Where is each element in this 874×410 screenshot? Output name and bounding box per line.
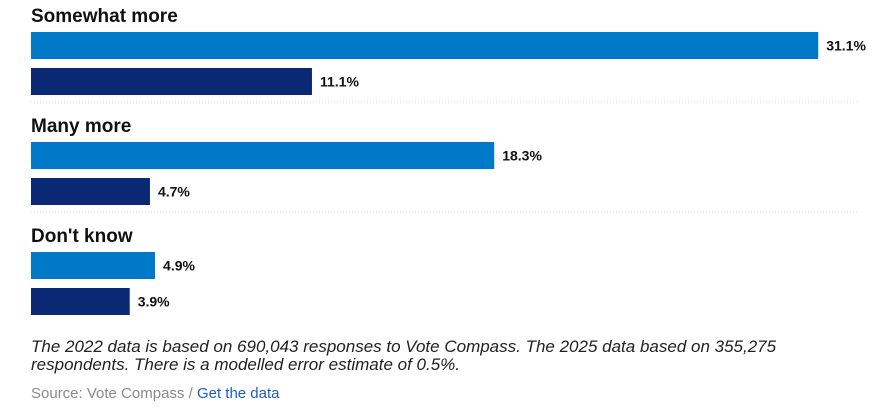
data-label: 3.9% <box>138 294 170 310</box>
bar <box>31 68 312 95</box>
bar-chart: Somewhat more 31.1% 11.1% Many more 18.3% 4.7… <box>31 6 866 315</box>
data-label: 31.1% <box>826 38 866 54</box>
source-label: Source: Vote Compass <box>31 385 185 402</box>
category-label: Somewhat more <box>31 6 178 27</box>
data-label: 11.1% <box>320 74 359 90</box>
category-label: Don't know <box>31 226 133 247</box>
bar <box>31 142 495 169</box>
bar <box>31 178 150 205</box>
data-label: 4.7% <box>158 184 190 200</box>
bar <box>31 252 156 279</box>
bar <box>31 32 819 59</box>
source-separator: / <box>184 385 197 402</box>
data-label: 18.3% <box>502 148 542 164</box>
source-line: Source: Vote Compass / Get the data <box>31 385 280 403</box>
get-the-data-link[interactable]: Get the data <box>196 385 280 402</box>
bar <box>31 288 130 315</box>
category-label: Many more <box>31 116 131 137</box>
data-label: 4.9% <box>163 258 195 274</box>
chart-footnote: The 2022 data is based on 690,043 respon… <box>31 337 777 374</box>
